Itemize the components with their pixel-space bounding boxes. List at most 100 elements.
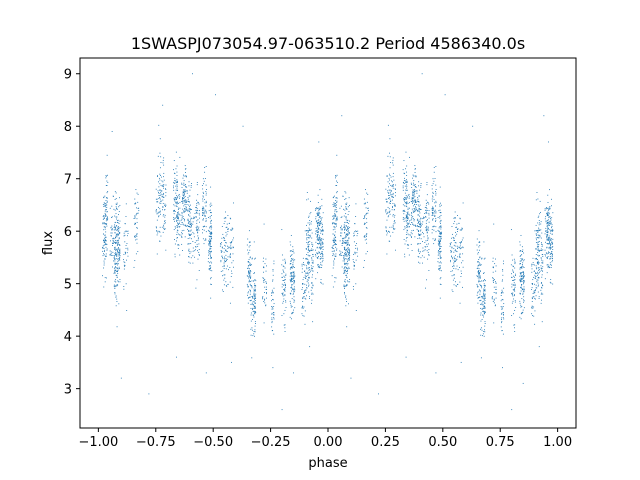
data-point: [207, 229, 209, 231]
data-point: [156, 234, 158, 236]
data-point: [303, 315, 305, 317]
data-point: [124, 265, 126, 267]
data-point: [541, 292, 543, 294]
data-point: [534, 230, 536, 232]
data-point: [439, 283, 441, 285]
data-point: [253, 316, 255, 318]
data-point: [439, 254, 441, 256]
data-point: [349, 279, 351, 280]
data-point: [552, 254, 553, 256]
data-point: [346, 264, 348, 266]
data-point: [539, 200, 541, 202]
data-point: [123, 268, 125, 270]
data-point: [230, 243, 232, 245]
data-point: [250, 281, 251, 283]
data-point: [393, 209, 395, 211]
data-point: [440, 250, 442, 252]
data-point: [103, 222, 105, 224]
data-point: [181, 200, 183, 202]
data-point: [522, 266, 524, 268]
data-point: [550, 247, 552, 249]
data-point: [335, 204, 337, 206]
data-point: [319, 235, 320, 237]
data-point: [334, 243, 336, 245]
data-point: [179, 207, 181, 209]
data-point: [156, 230, 158, 231]
data-point: [197, 201, 199, 203]
data-point: [484, 285, 486, 287]
data-point: [318, 240, 320, 241]
data-point: [102, 247, 104, 249]
data-point: [303, 296, 305, 298]
data-point: [492, 266, 494, 268]
data-point: [460, 241, 462, 242]
data-point: [336, 180, 337, 182]
data-point: [546, 234, 548, 236]
data-point: [386, 253, 388, 255]
data-point: [113, 226, 115, 228]
data-point: [535, 289, 537, 291]
data-point: [188, 210, 190, 212]
data-point: [321, 205, 323, 207]
data-point: [546, 222, 548, 224]
data-point: [404, 256, 406, 258]
data-point: [418, 226, 420, 228]
data-point: [388, 240, 390, 242]
data-point: [513, 282, 515, 284]
data-point: [183, 224, 185, 226]
data-point: [520, 234, 522, 236]
data-point: [189, 235, 191, 236]
data-point: [495, 288, 497, 290]
data-point: [542, 266, 544, 268]
data-point: [454, 249, 456, 251]
data-point: [184, 199, 186, 201]
data-point: [224, 217, 226, 219]
data-point: [478, 272, 480, 274]
data-point: [210, 257, 212, 259]
data-point: [124, 223, 126, 224]
data-point: [116, 229, 118, 231]
data-point: [421, 241, 423, 242]
data-point: [341, 245, 343, 247]
data-point: [188, 230, 190, 232]
data-point: [522, 279, 524, 281]
data-point: [182, 201, 184, 203]
data-point: [539, 222, 540, 224]
data-point: [439, 240, 441, 242]
data-point: [225, 258, 227, 260]
x-axis: −1.00 −0.75 −0.50 −0.25 0.00 0.25 0.50 0.75 1.00: [78, 428, 572, 450]
data-point: [534, 310, 536, 312]
data-point: [523, 289, 525, 291]
data-point: [117, 284, 119, 286]
data-point: [177, 218, 179, 220]
data-point: [549, 222, 551, 224]
data-point: [231, 262, 233, 264]
data-point: [333, 226, 335, 228]
data-point: [133, 218, 135, 219]
data-point: [346, 280, 348, 282]
data-point: [317, 234, 318, 236]
data-point: [317, 234, 319, 235]
data-point: [421, 255, 423, 257]
data-point: [537, 249, 539, 251]
data-point: [263, 279, 265, 281]
data-point: [479, 296, 481, 298]
data-point: [426, 230, 428, 232]
data-point: [343, 257, 345, 259]
data-point: [535, 272, 537, 274]
data-point: [392, 157, 394, 159]
data-point: [118, 211, 120, 213]
data-point: [254, 311, 256, 313]
data-point: [311, 267, 312, 269]
data-point: [425, 212, 427, 213]
data-point: [391, 185, 393, 187]
data-point: [348, 232, 350, 233]
data-point: [523, 252, 525, 254]
data-point: [334, 206, 336, 208]
data-point: [249, 296, 251, 298]
data-point: [547, 222, 549, 224]
data-point: [320, 230, 322, 232]
data-point: [196, 229, 197, 231]
data-point: [439, 241, 441, 243]
data-point: [453, 244, 455, 246]
